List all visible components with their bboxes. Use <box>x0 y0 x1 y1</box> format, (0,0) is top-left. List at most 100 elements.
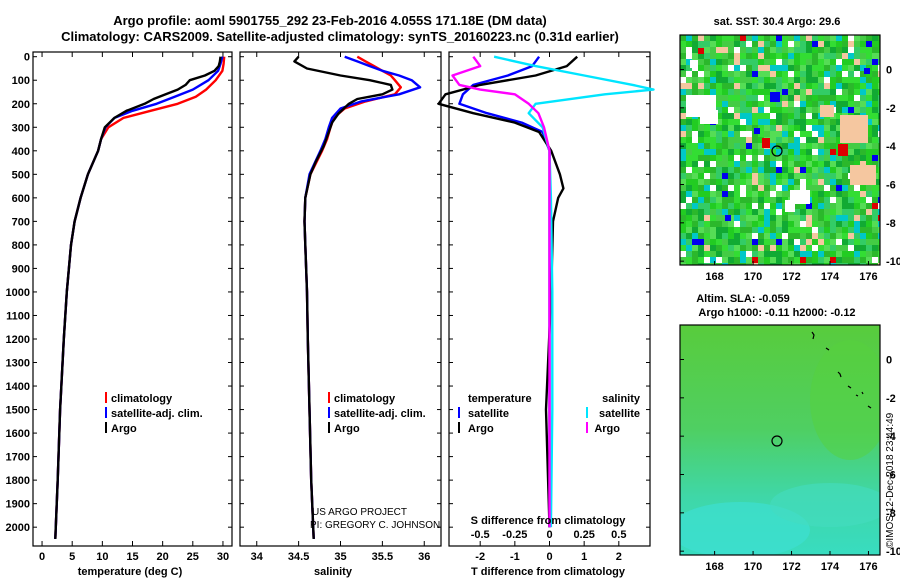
sst-cell <box>800 35 806 41</box>
x-tick-label: -1 <box>510 551 520 563</box>
sst-cell <box>782 35 788 41</box>
sst-cell <box>878 221 880 227</box>
sst-cell <box>800 65 806 71</box>
sst-cell <box>716 113 722 119</box>
sst-cell <box>746 35 752 41</box>
sst-cell <box>758 173 764 179</box>
sst-cell <box>836 47 842 53</box>
sst-cell <box>866 227 872 233</box>
sst-cell <box>764 89 770 95</box>
sst-cell <box>842 227 848 233</box>
sst-cell <box>836 89 842 95</box>
sst-cell <box>680 221 686 227</box>
sst-cell <box>686 71 692 77</box>
sst-cell <box>722 131 728 137</box>
sst-cell <box>806 53 812 59</box>
sst-cell <box>716 41 722 47</box>
sst-cell <box>788 245 794 251</box>
sst-cell <box>806 107 812 113</box>
sst-cell <box>824 197 830 203</box>
sst-cell <box>806 167 812 173</box>
sst-cell <box>836 131 842 137</box>
sst-cell <box>824 155 830 161</box>
sst-cell <box>806 125 812 131</box>
argo-position-marker <box>771 145 783 157</box>
sst-cell <box>824 191 830 197</box>
sst-cell <box>734 173 740 179</box>
sst-cell <box>734 179 740 185</box>
sst-cell <box>806 47 812 53</box>
sst-cell <box>740 257 746 263</box>
sst-cell <box>722 239 728 245</box>
sst-cell <box>680 167 686 173</box>
sst-cell <box>746 59 752 65</box>
sst-cell <box>716 233 722 239</box>
sla-map-title-2: Argo h1000: -0.11 h2000: -0.12 <box>698 307 855 319</box>
sst-cell <box>686 131 692 137</box>
sst-cell <box>740 263 746 265</box>
sst-cell <box>680 35 686 41</box>
sst-cell <box>824 143 830 149</box>
sst-cell <box>794 83 800 89</box>
sst-cell <box>842 107 848 113</box>
sst-cell <box>716 251 722 257</box>
sst-cell <box>788 239 794 245</box>
sst-cell <box>776 41 782 47</box>
cloud-patch <box>785 200 795 212</box>
sst-cell <box>824 53 830 59</box>
sst-cell <box>764 179 770 185</box>
sst-cell <box>680 179 686 185</box>
sst-cell <box>836 239 842 245</box>
sst-cell <box>788 173 794 179</box>
sst-cell <box>836 215 842 221</box>
sst-cell <box>692 209 698 215</box>
lat-tick-label: -4 <box>886 141 897 153</box>
sst-cell <box>854 71 860 77</box>
sst-cell <box>764 59 770 65</box>
sst-cell <box>806 203 812 209</box>
sst-cell <box>842 221 848 227</box>
sst-cell <box>776 191 782 197</box>
x2-tick-label: 0 <box>546 529 552 541</box>
sst-cell <box>728 125 734 131</box>
sst-cell <box>854 263 860 265</box>
sst-cell <box>728 77 734 83</box>
sst-cell <box>770 251 776 257</box>
sst-cell <box>734 77 740 83</box>
sst-cell <box>848 101 854 107</box>
sst-cell <box>836 197 842 203</box>
sst-cell <box>722 35 728 41</box>
sst-cell <box>770 107 776 113</box>
sst-cell <box>872 131 878 137</box>
sst-cell <box>854 143 860 149</box>
sst-cell <box>812 245 818 251</box>
sst-cell <box>788 137 794 143</box>
sst-cell <box>788 227 794 233</box>
sst-cell <box>866 131 872 137</box>
sst-cell <box>878 203 880 209</box>
depth-tick-label: 100 <box>12 75 30 87</box>
sst-cell <box>734 71 740 77</box>
sst-cell <box>830 47 836 53</box>
sst-cell <box>824 77 830 83</box>
sst-cell <box>842 179 848 185</box>
sst-cell <box>740 71 746 77</box>
sst-cell <box>776 113 782 119</box>
sst-cell <box>806 137 812 143</box>
sst-cell <box>812 77 818 83</box>
sst-cell <box>740 197 746 203</box>
sst-cell <box>788 263 794 265</box>
sst-cell <box>734 209 740 215</box>
sst-cell <box>752 41 758 47</box>
sst-cell <box>848 233 854 239</box>
x-tick-label: 30 <box>217 551 229 563</box>
sst-cell <box>836 263 842 265</box>
s-diff-xlabel: S difference from climatology <box>471 515 627 527</box>
sst-cell <box>740 167 746 173</box>
sst-cell <box>818 209 824 215</box>
depth-tick-label: 1800 <box>6 475 30 487</box>
sst-cell <box>704 191 710 197</box>
sst-cell <box>686 59 692 65</box>
sst-cell <box>794 251 800 257</box>
sst-cell <box>764 215 770 221</box>
